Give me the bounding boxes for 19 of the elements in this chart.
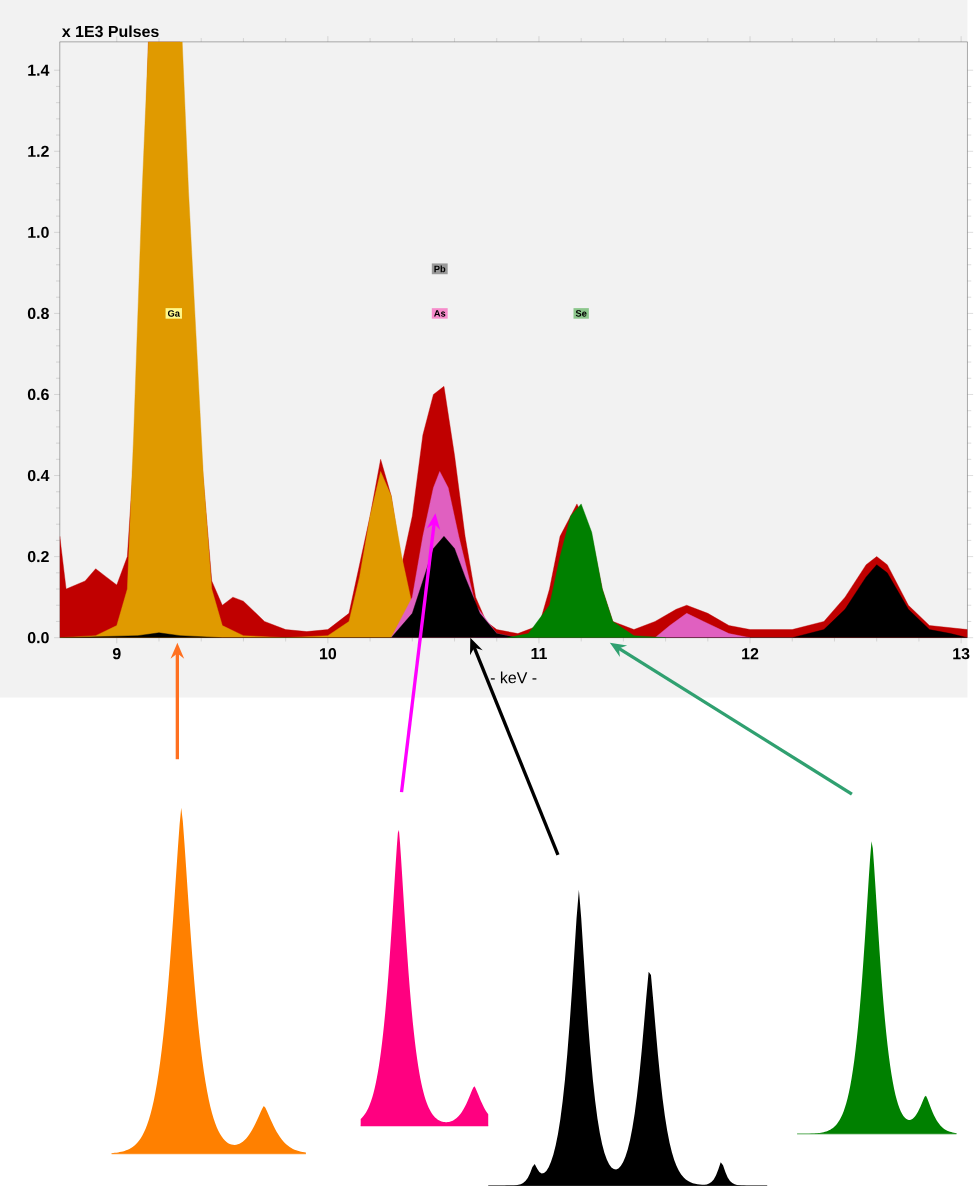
annotation: Pb xyxy=(434,265,446,273)
x-tick-label: 11 xyxy=(531,648,547,660)
x-tick-label: 12 xyxy=(741,648,759,660)
y-tick-label: 0.0 xyxy=(27,632,49,644)
x-axis-title: - keV - xyxy=(490,671,537,684)
annotation: Se xyxy=(575,310,587,317)
annotation: As xyxy=(433,310,446,317)
x-tick-label: 10 xyxy=(319,648,336,660)
x-tick-label: 13 xyxy=(953,648,970,660)
y-axis-title: x 1E3 Pulses xyxy=(61,25,159,38)
x-tick-label: 9 xyxy=(112,648,121,660)
y-tick-label: 1.4 xyxy=(28,64,50,76)
annotation: Ga xyxy=(167,310,180,317)
y-tick-label: 0.4 xyxy=(27,469,50,482)
y-tick-label: 0.2 xyxy=(27,550,49,563)
y-tick-label: 1.0 xyxy=(28,226,49,238)
y-tick-label: 1.2 xyxy=(28,145,49,157)
y-tick-label: 0.6 xyxy=(27,388,49,401)
y-tick-label: 0.8 xyxy=(27,307,49,320)
